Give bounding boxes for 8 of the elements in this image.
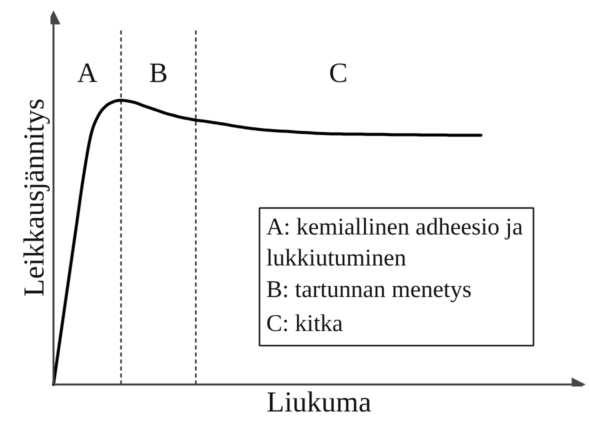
annotation: C: kitka [266,310,344,337]
text: B [149,58,168,89]
x-axis-title: Liukuma [266,386,372,418]
text: C [329,58,348,89]
annotation: B: tartunnan menetys [266,276,472,303]
y-axis-title: Leikkausjännitys [18,98,50,297]
text: A [77,58,98,89]
annotation: A: kemiallinen adheesio ja lukkiutuminen [266,214,524,272]
